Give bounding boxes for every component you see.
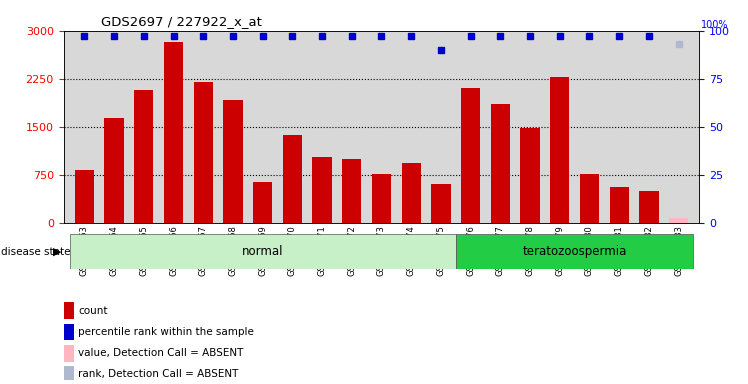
Bar: [491, 104, 510, 223]
Bar: [134, 90, 153, 223]
Bar: [669, 218, 688, 223]
Text: count: count: [78, 306, 108, 316]
Text: normal: normal: [242, 245, 283, 258]
Bar: [342, 159, 361, 223]
Bar: [64, 366, 74, 383]
Bar: [105, 118, 123, 223]
Bar: [283, 135, 302, 223]
Text: value, Detection Call = ABSENT: value, Detection Call = ABSENT: [78, 348, 243, 358]
Text: teratozoospermia: teratozoospermia: [522, 245, 627, 258]
Bar: [521, 128, 540, 223]
Bar: [580, 174, 599, 223]
Bar: [223, 100, 242, 223]
Text: disease state: disease state: [1, 247, 70, 257]
Bar: [253, 182, 272, 223]
Bar: [64, 345, 74, 362]
Text: rank, Detection Call = ABSENT: rank, Detection Call = ABSENT: [78, 369, 239, 379]
Bar: [640, 191, 658, 223]
Bar: [70, 234, 456, 269]
Bar: [64, 303, 74, 319]
Bar: [164, 42, 183, 223]
Bar: [64, 324, 74, 341]
Bar: [194, 82, 213, 223]
Text: percentile rank within the sample: percentile rank within the sample: [78, 327, 254, 337]
Text: GDS2697 / 227922_x_at: GDS2697 / 227922_x_at: [101, 15, 262, 28]
Bar: [372, 174, 391, 223]
Bar: [456, 234, 693, 269]
Bar: [461, 88, 480, 223]
Bar: [75, 170, 94, 223]
Text: 100%: 100%: [702, 20, 729, 30]
Text: ▶: ▶: [53, 247, 62, 257]
Bar: [313, 157, 331, 223]
Bar: [432, 184, 450, 223]
Bar: [550, 77, 569, 223]
Bar: [610, 187, 629, 223]
Bar: [402, 162, 421, 223]
